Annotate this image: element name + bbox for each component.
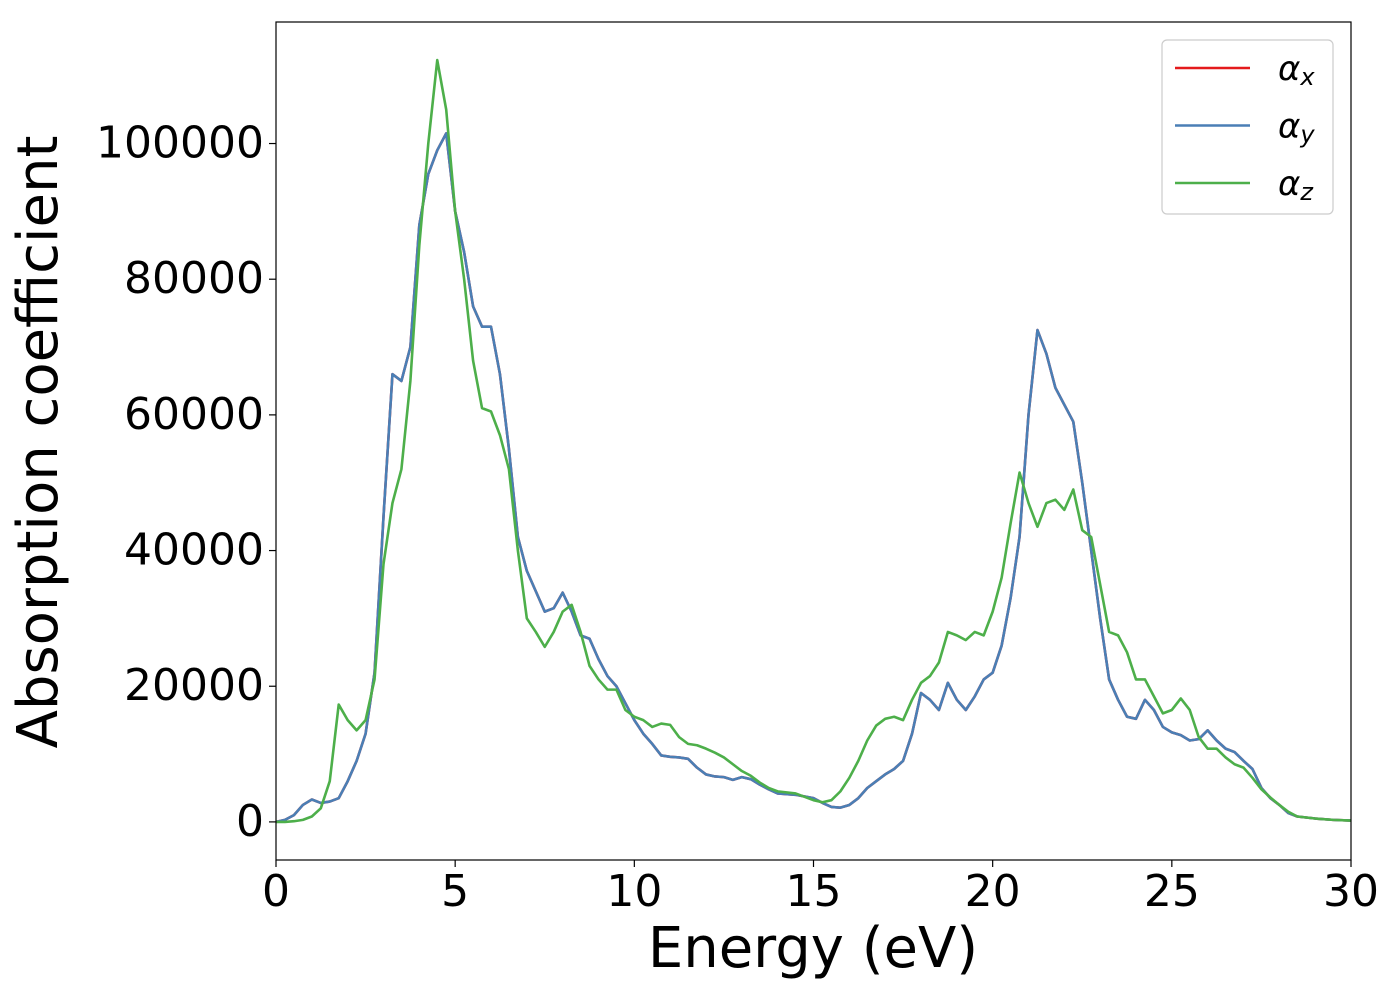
legend-label: αx: [1278, 49, 1315, 92]
x-tick-label: 15: [786, 866, 842, 917]
y-tick-label: 60000: [124, 389, 264, 440]
line-series: [275, 132, 1352, 824]
x-tick-label: 0: [262, 866, 290, 917]
x-tick-label: 5: [441, 866, 469, 917]
line-series: [276, 58, 1352, 824]
y-tick-label: 80000: [124, 253, 264, 304]
y-tick-label: 100000: [96, 118, 264, 169]
x-tick-label: 10: [606, 866, 662, 917]
y-tick-label: 0: [236, 796, 264, 847]
x-axis-label: Energy (eV): [648, 916, 978, 981]
legend-label: αz: [1278, 164, 1314, 207]
x-tick-label: 20: [965, 866, 1021, 917]
y-axis-label: Absorption coefficient: [6, 136, 71, 749]
x-tick-label: 25: [1144, 866, 1200, 917]
x-tick-label: 30: [1323, 866, 1379, 917]
legend-label: αy: [1278, 106, 1315, 149]
plot-frame: [275, 21, 1352, 861]
legend-box: [1161, 39, 1334, 215]
y-tick-label: 20000: [124, 660, 264, 711]
line-series: [275, 132, 1352, 824]
y-tick-label: 40000: [124, 525, 264, 576]
